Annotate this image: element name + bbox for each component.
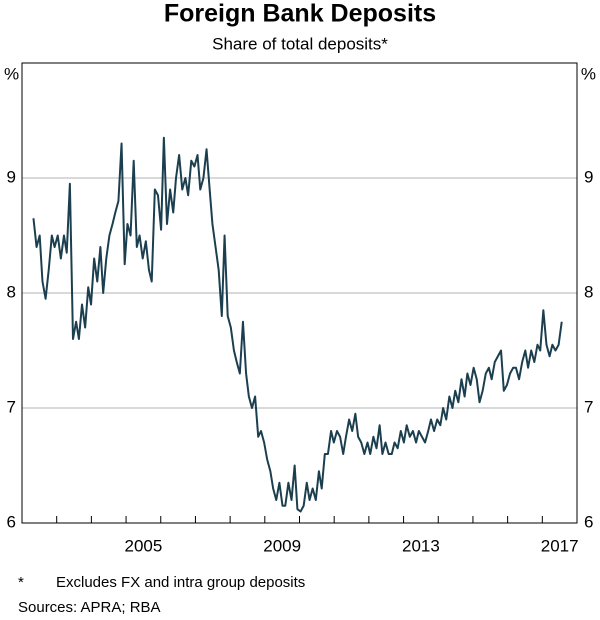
x-tick-label: 2009 [263, 536, 301, 555]
note-marker: * [18, 574, 24, 591]
y-tick-label: 7 [7, 397, 16, 416]
chart-subtitle: Share of total deposits* [212, 34, 388, 53]
x-tick-label: 2013 [402, 536, 440, 555]
y2-axis-unit: % [581, 64, 596, 83]
y-axis-unit: % [4, 64, 19, 83]
plot-frame [21, 62, 578, 524]
data-line [32, 136, 563, 513]
note: Excludes FX and intra group deposits [56, 574, 305, 591]
y-tick-label: 6 [7, 512, 16, 531]
y2-tick-label: 6 [584, 512, 593, 531]
y2-tick-label: 8 [584, 282, 593, 301]
y2-tick-label: 7 [584, 397, 593, 416]
y-tick-label: 9 [7, 167, 16, 186]
sources: Sources: APRA; RBA [18, 599, 161, 616]
y-tick-label: 8 [7, 282, 16, 301]
x-tick-label: 2005 [124, 536, 162, 555]
chart-title: Foreign Bank Deposits [164, 0, 436, 28]
y2-tick-label: 9 [584, 167, 593, 186]
x-tick-label: 2017 [541, 536, 579, 555]
